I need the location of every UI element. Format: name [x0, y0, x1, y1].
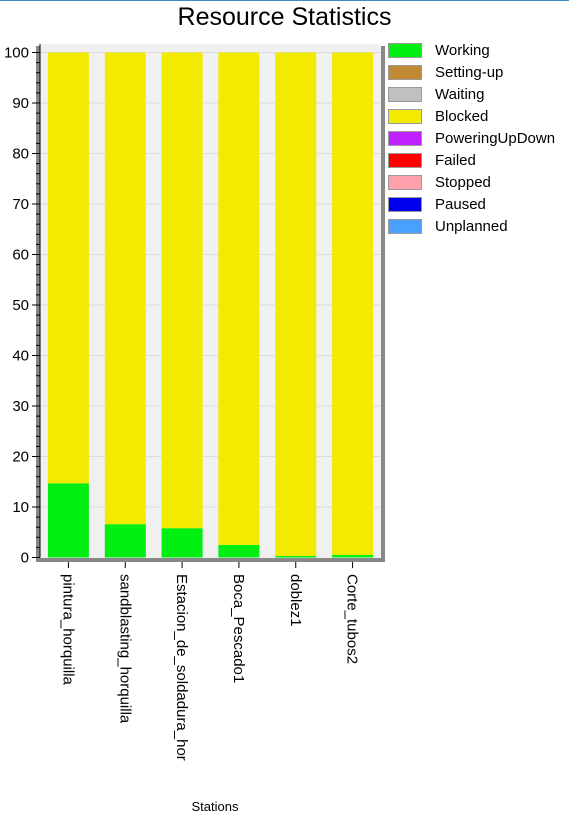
top-border [0, 0, 569, 1]
legend-label: Paused [435, 196, 486, 213]
legend-swatch [388, 197, 422, 212]
x-tick-label: pintura_horquilla [59, 574, 76, 686]
legend-swatch [388, 65, 422, 80]
bar-segment-blocked [47, 52, 89, 484]
legend-label: Stopped [435, 174, 491, 191]
y-tick-label: 30 [12, 398, 29, 415]
y-tick-label: 10 [12, 499, 29, 516]
bars [47, 52, 374, 558]
bar-segment-blocked [332, 52, 374, 555]
x-tick-label: doblez1 [287, 574, 304, 627]
bar-segment-working [161, 528, 203, 558]
plot-area [40, 44, 381, 558]
x-tick-label: sandblasting_horquilla [116, 574, 133, 724]
y-tick-label: 90 [12, 95, 29, 112]
bar-segment-blocked [161, 52, 203, 529]
x-tick-label: Boca_Pescado1 [230, 574, 247, 683]
bar-segment-blocked [275, 52, 317, 556]
legend-label: PoweringUpDown [435, 130, 556, 147]
bar-segment-blocked [104, 52, 146, 525]
bar-segment-working [47, 483, 89, 558]
legend-swatch [388, 131, 422, 146]
legend-label: Waiting [435, 86, 485, 103]
legend-label: Unplanned [435, 218, 508, 235]
y-tick-label: 0 [21, 550, 29, 567]
axes: 0 10 20 30 40 50 60 70 80 90 100 pintura_horquilla s… [4, 44, 361, 761]
y-tick-label: 50 [12, 297, 29, 314]
legend-label: Working [435, 42, 490, 59]
legend-label: Blocked [435, 108, 489, 125]
bar-segment-working [104, 524, 146, 558]
y-tick-label: 70 [12, 196, 29, 213]
y-tick-label: 80 [12, 146, 29, 163]
legend-swatch [388, 87, 422, 102]
legend-swatch [388, 219, 422, 234]
legend-swatch [388, 153, 422, 168]
legend-swatch [388, 43, 422, 58]
legend-label: Failed [435, 152, 476, 169]
y-tick-label: 40 [12, 348, 29, 365]
chart-title: Resource Statistics [177, 3, 392, 31]
x-tick-label: Corte_tubos2 [344, 574, 361, 664]
y-tick-label: 20 [12, 449, 29, 466]
bar-segment-working [275, 556, 317, 558]
bar-segment-blocked [218, 52, 260, 545]
legend-swatch [388, 175, 422, 190]
legend-swatch [388, 109, 422, 124]
legend-label: Setting-up [435, 64, 504, 81]
x-tick-label: Estacion_de_soldadura_hor [173, 574, 190, 761]
y-tick-label: 60 [12, 247, 29, 264]
y-tick-label: 100 [4, 45, 29, 62]
grid [40, 52, 381, 508]
bar-segment-working [218, 544, 260, 558]
bar-segment-working [332, 555, 374, 558]
